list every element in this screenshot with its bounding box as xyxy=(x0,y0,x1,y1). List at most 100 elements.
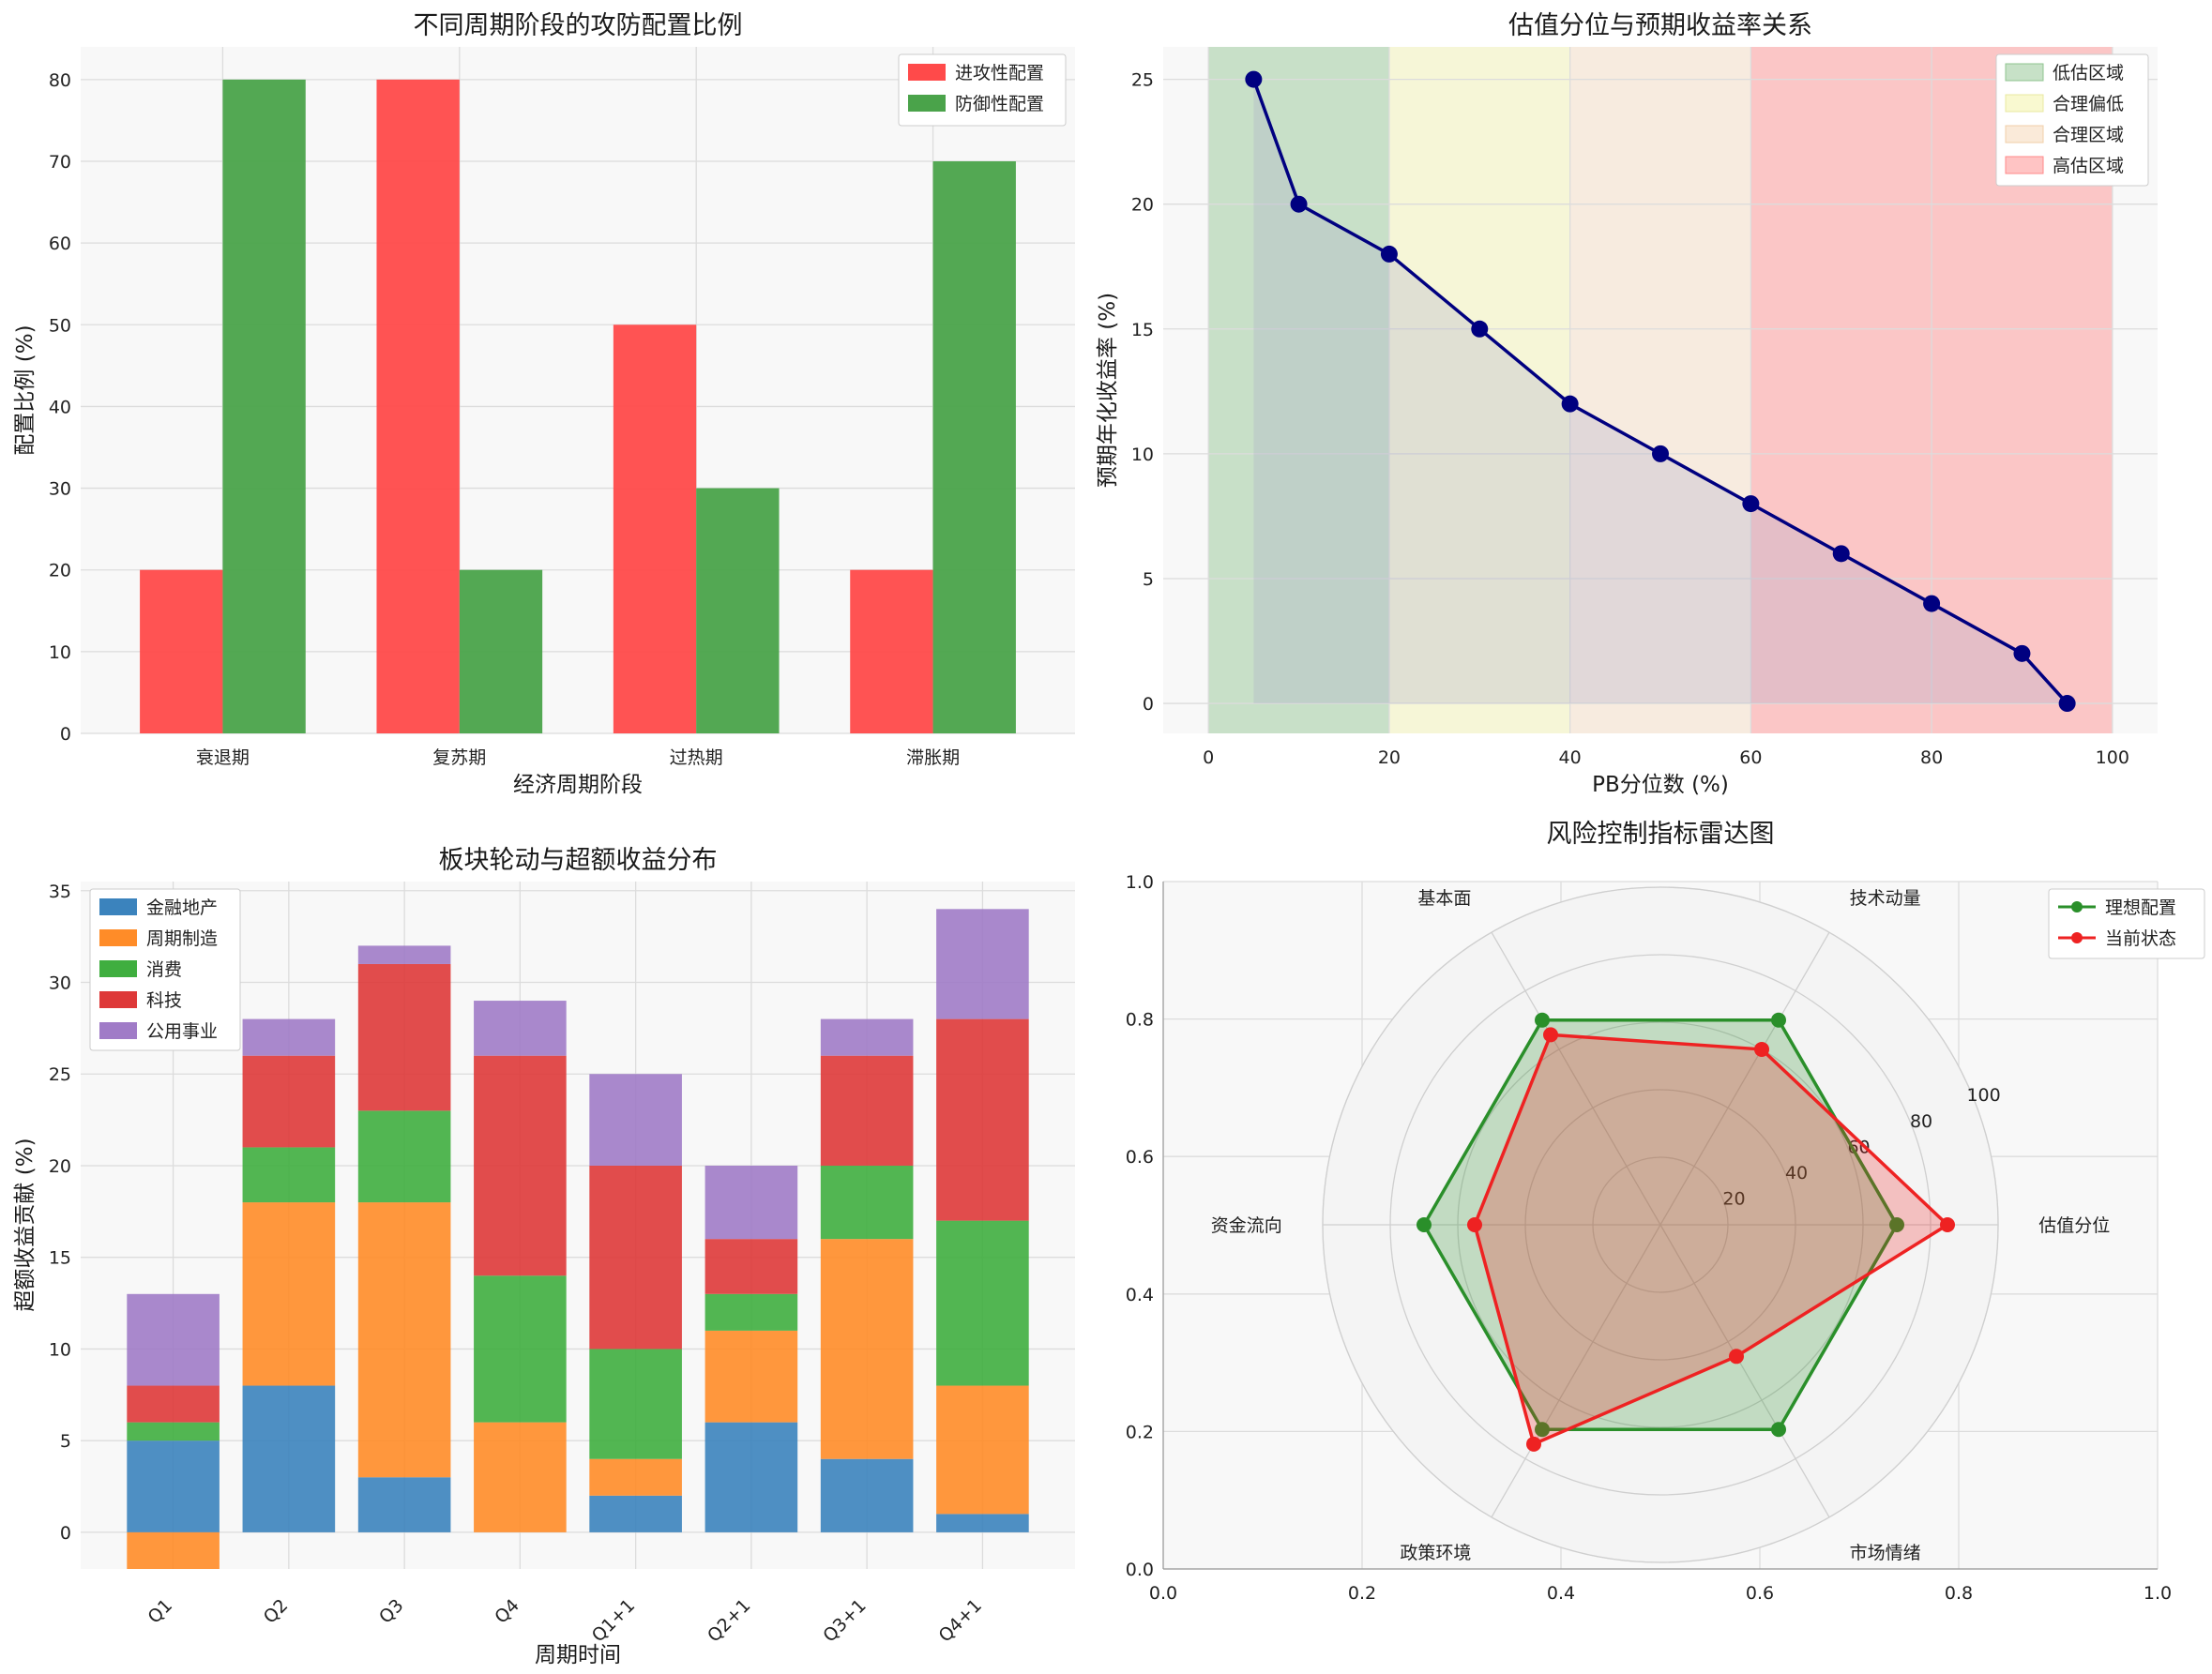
bar-segment-consumer xyxy=(127,1422,220,1441)
radar-point-ideal xyxy=(1771,1012,1786,1028)
radar-point-current xyxy=(1940,1217,1955,1232)
zone-band xyxy=(1388,47,1570,733)
y-tick-label: 15 xyxy=(49,1248,71,1269)
data-point xyxy=(1652,445,1669,462)
x-tick-label: 滞胀期 xyxy=(906,747,960,768)
x-tick-label: Q1 xyxy=(144,1595,176,1628)
bars xyxy=(140,79,1016,734)
bar-segment-utilities xyxy=(357,945,451,964)
x-axis-label: 经济周期阶段 xyxy=(513,773,643,797)
bar-defense xyxy=(696,488,780,733)
legend-swatch-tech xyxy=(99,991,137,1008)
outer-x-tick-label: 0.8 xyxy=(1945,1583,1973,1604)
bar-segment-cyclical xyxy=(589,1458,682,1496)
radar-spoke xyxy=(1491,931,1661,1226)
radar-point-current xyxy=(1526,1436,1541,1452)
y-tick-label: 80 xyxy=(49,70,71,91)
radar-spoke xyxy=(1659,931,1830,1226)
y-tick-label: 30 xyxy=(49,479,71,500)
data-point xyxy=(1471,320,1489,338)
x-tick-label: 60 xyxy=(1739,747,1762,768)
legend-swatch-zone-2 xyxy=(2005,94,2044,113)
legend-label-cyclical: 周期制造 xyxy=(146,928,218,949)
data-point xyxy=(1832,545,1850,563)
radar-spoke xyxy=(1491,1224,1661,1518)
radar-r-tick-label: 100 xyxy=(1966,1085,2000,1106)
bar-segment-utilities xyxy=(820,1018,914,1056)
x-axis-label: PB分位数 (%) xyxy=(1592,773,1729,797)
data-point xyxy=(1561,395,1579,413)
bar-defense xyxy=(932,161,1016,733)
bar-defense xyxy=(459,569,543,733)
radar-point-ideal xyxy=(1535,1012,1550,1028)
bar-segment-consumer xyxy=(705,1293,798,1331)
radar-axis-label: 基本面 xyxy=(1417,888,1471,909)
bar-segment-tech xyxy=(936,1018,1029,1221)
x-tick-label: Q4+1 xyxy=(934,1595,985,1646)
bar-segment-utilities xyxy=(936,909,1029,1019)
x-tick-label: 20 xyxy=(1378,747,1401,768)
legend-swatch-attack xyxy=(908,64,946,81)
bar-segment-consumer xyxy=(242,1147,336,1203)
outer-x-tick-label: 0.0 xyxy=(1149,1583,1177,1604)
y-tick-label: 50 xyxy=(49,315,71,336)
y-tick-label: 10 xyxy=(1131,445,1154,465)
outer-y-tick-label: 0.4 xyxy=(1126,1285,1154,1305)
bar-segment-finance xyxy=(705,1422,798,1532)
data-point xyxy=(1380,245,1398,263)
legend-swatch-zone-3 xyxy=(2005,125,2044,143)
bar-segment-finance xyxy=(589,1495,682,1532)
chart-title: 板块轮动与超额收益分布 xyxy=(439,846,718,875)
outer-x-tick-label: 0.4 xyxy=(1547,1583,1575,1604)
legend: 进攻性配置 防御性配置 xyxy=(898,53,1067,127)
radar-r-tick-label: 40 xyxy=(1785,1163,1808,1184)
bar-attack xyxy=(140,569,223,733)
x-tick-label: 40 xyxy=(1559,747,1582,768)
radar-axis-label: 估值分位 xyxy=(2038,1215,2110,1236)
radar-point-ideal xyxy=(1535,1422,1550,1438)
bar-segment-cyclical xyxy=(242,1202,336,1386)
radar-point-ideal xyxy=(1889,1217,1904,1232)
y-tick-label: 20 xyxy=(49,561,71,581)
radar-axis-label: 政策环境 xyxy=(1400,1543,1471,1563)
legend-swatch-finance xyxy=(99,898,137,915)
bar-segment-tech xyxy=(474,1055,567,1276)
radar-point-current xyxy=(1754,1041,1769,1057)
sector-rotation-chart: 0 5 10 15 20 25 30 35 Q1 Q2 Q3 Q4 Q1+1 Q2+1 Q3+1 Q4+1 板… xyxy=(13,846,1075,1667)
plot-area xyxy=(1163,47,2158,733)
radar-point-current xyxy=(1543,1027,1558,1043)
stacked-bars xyxy=(127,909,1029,1569)
y-tick-label: 0 xyxy=(1143,694,1154,715)
bar-segment-finance xyxy=(357,1477,451,1532)
x-tick-label: Q3+1 xyxy=(819,1595,870,1646)
y-tick-label: 60 xyxy=(49,234,71,254)
x-tick-label: Q2+1 xyxy=(704,1595,754,1646)
y-axis-label: 配置比例 (%) xyxy=(13,324,38,455)
outer-y-tick-label: 0.8 xyxy=(1126,1010,1154,1031)
valuation-return-chart: 0 5 10 15 20 25 0 20 40 60 80 100 估值分位与预期收益率关系 PB分位… xyxy=(1096,11,2158,797)
bar-segment-cyclical xyxy=(936,1385,1029,1515)
y-tick-label: 30 xyxy=(49,973,71,994)
bar-segment-consumer xyxy=(820,1165,914,1240)
y-tick-label: 20 xyxy=(1131,195,1154,216)
radar-axis-label: 技术动量 xyxy=(1850,888,1921,909)
bar-segment-utilities xyxy=(589,1074,682,1166)
radar-point-current xyxy=(1467,1217,1482,1232)
legend-label-zone-2: 合理偏低 xyxy=(2053,94,2124,114)
legend-label-zone-3: 合理区域 xyxy=(2053,125,2124,145)
data-point xyxy=(1245,70,1263,88)
radar-axis-label: 市场情绪 xyxy=(1850,1543,1921,1563)
y-tick-label: 0 xyxy=(60,724,71,745)
bar-segment-finance xyxy=(242,1385,336,1532)
chart-title: 不同周期阶段的攻防配置比例 xyxy=(414,11,743,40)
chart-title: 估值分位与预期收益率关系 xyxy=(1508,11,1812,40)
zone-band xyxy=(1208,47,1389,733)
legend-label-zone-4: 高估区域 xyxy=(2053,156,2124,176)
bar-segment-utilities xyxy=(474,1001,567,1056)
radar-point-ideal xyxy=(1417,1217,1432,1232)
chart-title: 风险控制指标雷达图 xyxy=(1547,820,1775,849)
legend: 低估区域 合理偏低 合理区域 高估区域 xyxy=(1995,53,2149,187)
legend-label-utilities: 公用事业 xyxy=(146,1021,218,1042)
bar-defense xyxy=(222,79,306,734)
